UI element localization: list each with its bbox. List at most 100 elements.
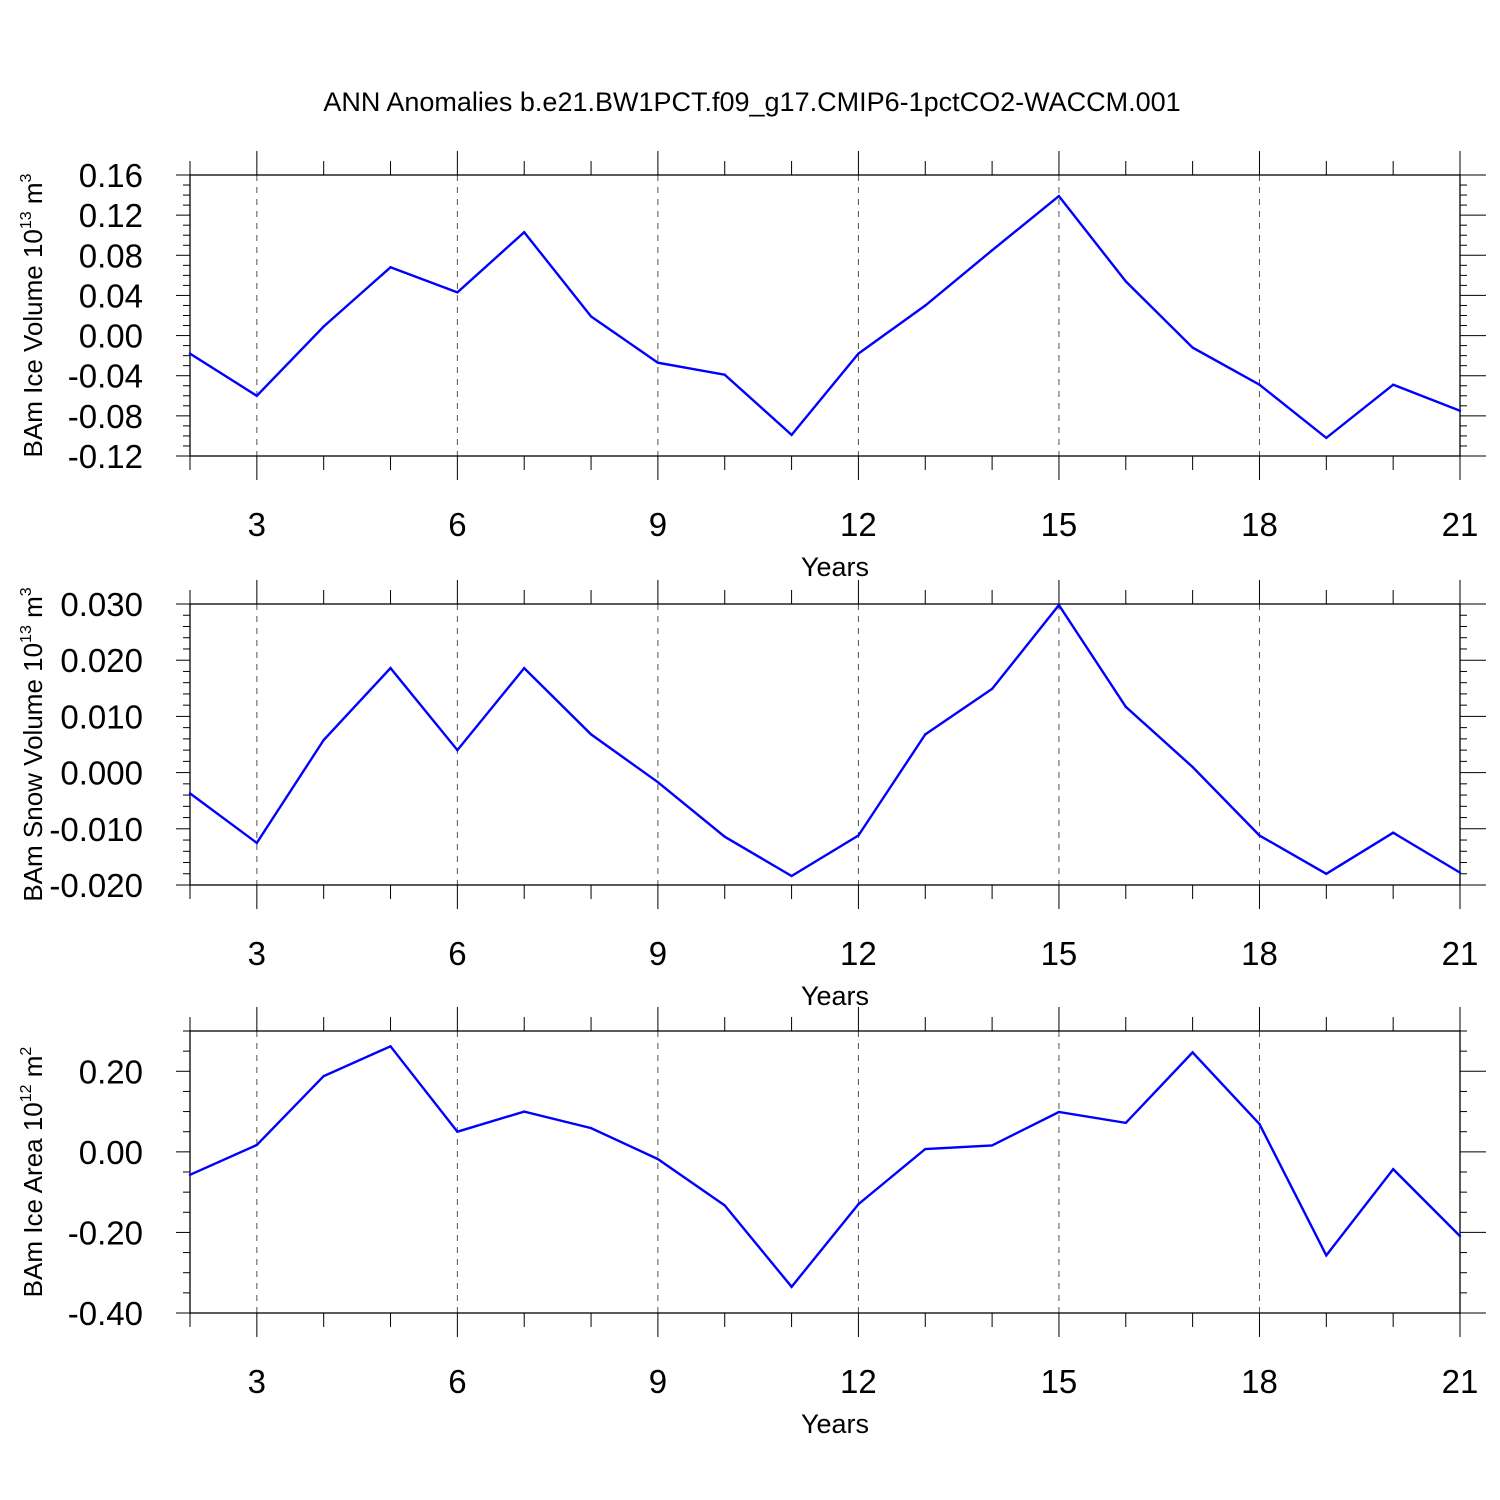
data-point — [924, 1147, 927, 1151]
y-tick-label: -0.04 — [68, 358, 143, 395]
x-tick-label: 3 — [248, 506, 266, 543]
data-point — [1191, 765, 1194, 769]
data-point — [589, 733, 593, 736]
data-point — [523, 1110, 526, 1113]
panel-ice-volume: 3 6 9 12 15 18 21Years-0.12-0.08-0.040.000.040… — [18, 151, 1486, 582]
x-axis-title: Years — [801, 981, 869, 1011]
x-tick-label: 21 — [1442, 506, 1479, 543]
x-tick-label: 15 — [1041, 506, 1078, 543]
x-tick-label: 9 — [649, 935, 667, 972]
y-tick-label: -0.40 — [68, 1295, 143, 1332]
x-tick-label: 21 — [1442, 935, 1479, 972]
data-point — [322, 325, 325, 328]
x-tick-label: 15 — [1041, 935, 1078, 972]
y-tick-label: 0.000 — [60, 755, 143, 792]
data-point — [924, 733, 927, 736]
data-point — [255, 841, 259, 845]
y-axis-title-part: BAm Ice Volume 10 — [18, 229, 48, 457]
y-axis-title-part: m — [18, 182, 48, 211]
y-axis-title-superscript: 12 — [18, 1084, 35, 1102]
y-tick-label: 0.16 — [79, 157, 143, 194]
y-tick-label: -0.020 — [49, 867, 143, 904]
y-tick-label: -0.12 — [68, 438, 143, 475]
data-point — [523, 231, 526, 234]
data-point — [1391, 383, 1395, 386]
y-tick-label: 0.00 — [79, 1134, 143, 1171]
x-tick-label: 18 — [1241, 1363, 1278, 1400]
y-tick-label: 0.12 — [79, 197, 143, 234]
y-tick-label: 0.04 — [79, 277, 143, 314]
figure-title: ANN Anomalies b.e21.BW1PCT.f09_g17.CMIP6… — [323, 87, 1180, 117]
data-point — [1057, 603, 1061, 607]
data-point — [1325, 872, 1328, 875]
x-tick-label: 15 — [1041, 1363, 1078, 1400]
data-point — [723, 373, 726, 376]
data-point — [1258, 834, 1261, 837]
series-line — [189, 194, 1461, 440]
data-point — [656, 780, 660, 784]
y-axis-title-superscript: 13 — [18, 625, 35, 643]
panel-snow-volume: 3 6 9 12 15 18 21 Years -0.020 -0.010 0.000 0.010 0.… — [18, 580, 1486, 1011]
data-point — [857, 1203, 860, 1206]
data-point — [1124, 705, 1127, 709]
x-tick-label: 9 — [649, 1363, 667, 1400]
y-axis-title-superscript: 2 — [18, 1047, 35, 1056]
y-axis-title-part: m — [18, 596, 48, 625]
data-point — [456, 291, 459, 294]
x-tick-label: 21 — [1442, 1363, 1479, 1400]
data-point — [1124, 280, 1127, 283]
y-axis-title-superscript: 3 — [18, 173, 35, 182]
y-axis-title-part: BAm Ice Area 10 — [18, 1102, 48, 1297]
y-tick-label: 0.00 — [79, 318, 143, 355]
x-tick-label: 9 — [649, 506, 667, 543]
data-point — [990, 1144, 994, 1147]
data-point — [1458, 1234, 1462, 1238]
data-point — [990, 249, 994, 252]
data-point — [1325, 1254, 1328, 1257]
series-line — [189, 1044, 1461, 1289]
series-line — [189, 603, 1461, 878]
data-point — [1325, 436, 1328, 440]
y-axis-title-part: BAm Snow Volume 10 — [18, 643, 48, 902]
y-tick-label: 0.08 — [79, 237, 143, 274]
y-axis-title: BAm Snow Volume 1013 m3 — [18, 587, 48, 901]
x-tick-label: 12 — [840, 506, 877, 543]
data-point — [1057, 194, 1061, 198]
data-point — [188, 792, 192, 795]
x-tick-label: 12 — [840, 935, 877, 972]
data-point — [1391, 1167, 1395, 1171]
x-axis-title: Years — [801, 1409, 869, 1439]
plot-frame — [189, 603, 1461, 886]
y-axis-title-superscript: 3 — [18, 587, 35, 596]
y-tick-label: -0.08 — [68, 398, 143, 435]
data-point — [723, 835, 726, 838]
x-tick-label: 6 — [448, 935, 466, 972]
x-tick-label: 3 — [248, 1363, 266, 1400]
data-point — [656, 361, 660, 364]
x-axis-title: Years — [801, 552, 869, 582]
data-point — [656, 1157, 660, 1161]
data-point — [1458, 409, 1462, 413]
data-point — [990, 687, 994, 691]
data-point — [790, 433, 793, 437]
x-tick-label: 18 — [1241, 935, 1278, 972]
data-point — [322, 1074, 325, 1078]
data-point — [1258, 383, 1261, 386]
y-axis-title-part: m — [18, 1056, 48, 1085]
data-point — [1057, 1110, 1061, 1114]
y-tick-label: -0.010 — [49, 811, 143, 848]
data-point — [188, 1173, 192, 1177]
data-point — [857, 352, 860, 355]
data-point — [389, 1045, 392, 1048]
data-point — [389, 266, 392, 269]
x-tick-label: 6 — [448, 506, 466, 543]
data-point — [255, 394, 259, 397]
data-point — [1191, 346, 1194, 349]
data-point — [188, 352, 192, 355]
y-axis-title-superscript: 13 — [18, 211, 35, 229]
y-tick-label: 0.020 — [60, 642, 143, 679]
data-point — [389, 666, 392, 670]
data-point — [1258, 1122, 1261, 1126]
